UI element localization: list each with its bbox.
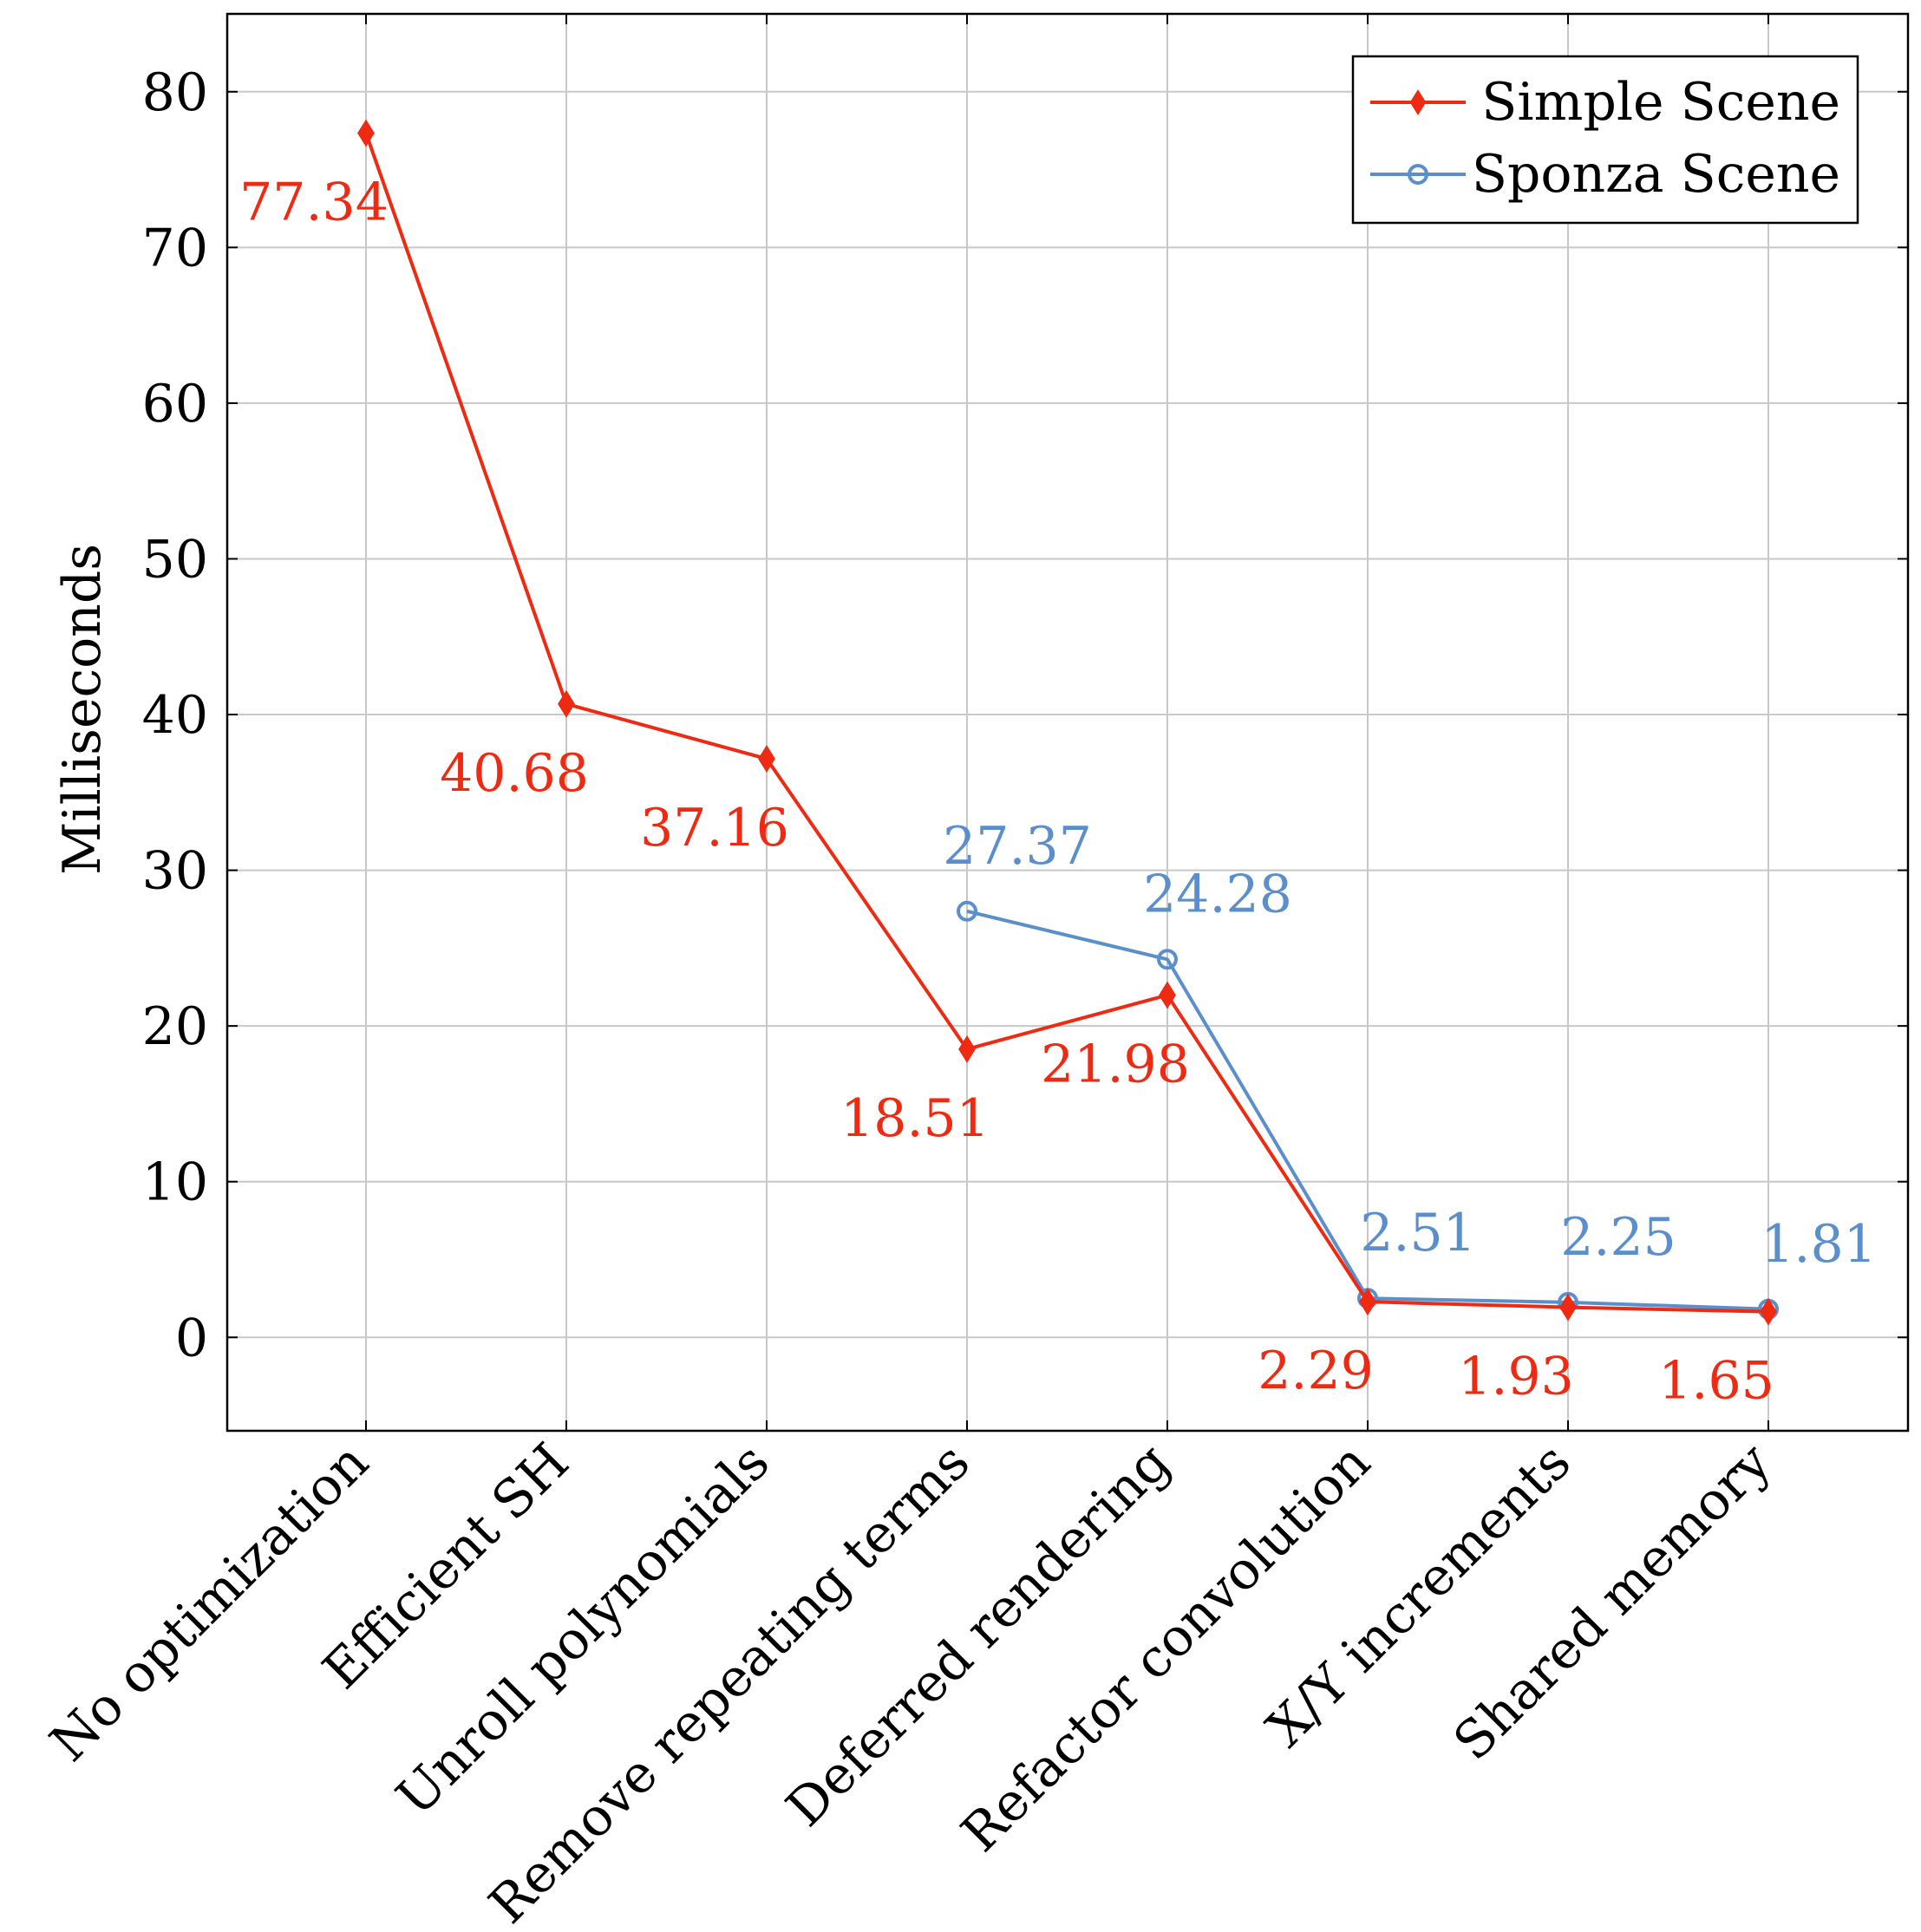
data-label-simple-scene: 2.29 bbox=[1258, 1341, 1374, 1401]
y-tick-label: 80 bbox=[142, 62, 208, 123]
data-label-sponza-scene: 27.37 bbox=[943, 816, 1092, 877]
grid bbox=[227, 14, 1908, 1431]
data-point-simple-scene bbox=[1159, 981, 1176, 1009]
data-label-sponza-scene: 1.81 bbox=[1761, 1214, 1877, 1275]
y-tick-label: 0 bbox=[175, 1308, 208, 1368]
data-point-simple-scene bbox=[1359, 1288, 1376, 1316]
x-tick-label: No optimization bbox=[39, 1432, 381, 1773]
data-label-simple-scene: 1.93 bbox=[1458, 1347, 1574, 1407]
data-label-sponza-scene: 2.51 bbox=[1360, 1203, 1476, 1263]
legend-label: Simple Scene bbox=[1481, 72, 1840, 133]
data-point-simple-scene bbox=[958, 1035, 976, 1063]
legend-marker-diamond bbox=[1409, 89, 1427, 115]
plot-frame bbox=[225, 12, 1910, 1433]
data-label-simple-scene: 40.68 bbox=[440, 743, 589, 804]
y-tick-label: 30 bbox=[142, 841, 208, 902]
legend: Simple Scene Sponza Scene bbox=[1351, 55, 1859, 225]
series-simple-scene: 77.34 40.68 37.16 18.51 21.98 2.29 1.93 1.65 bbox=[239, 119, 1777, 1412]
data-label-simple-scene: 1.65 bbox=[1658, 1351, 1774, 1412]
legend-marker-circle bbox=[1408, 164, 1428, 185]
data-point-simple-scene bbox=[558, 689, 575, 718]
y-tick-label: 60 bbox=[142, 374, 208, 434]
data-label-simple-scene: 77.34 bbox=[239, 173, 389, 233]
x-tick-label: Unroll polynomials bbox=[385, 1432, 781, 1828]
data-point-sponza-scene bbox=[1157, 949, 1178, 970]
data-label-sponza-scene: 24.28 bbox=[1143, 864, 1292, 924]
data-point-sponza-scene bbox=[957, 900, 977, 922]
x-tick-label: Deferred rendering bbox=[775, 1432, 1182, 1838]
data-label-simple-scene: 37.16 bbox=[640, 798, 789, 858]
legend-item-sponza-scene: Sponza Scene bbox=[1370, 144, 1840, 205]
data-point-simple-scene bbox=[758, 745, 775, 773]
data-point-simple-scene bbox=[357, 119, 375, 147]
series-layer: 27.37 24.28 2.51 2.25 1.81 77.34 40.68 37.16 18.… bbox=[239, 119, 1877, 1412]
y-tick-label: 70 bbox=[142, 218, 208, 278]
data-point-simple-scene bbox=[1559, 1293, 1577, 1322]
data-label-simple-scene: 18.51 bbox=[840, 1088, 990, 1149]
y-tick-label: 50 bbox=[142, 529, 208, 590]
legend-item-simple-scene: Simple Scene bbox=[1370, 72, 1840, 133]
series-line-simple-scene bbox=[364, 132, 1769, 1314]
y-tick-label: 40 bbox=[142, 685, 208, 746]
data-point-simple-scene bbox=[1760, 1297, 1777, 1326]
y-axis: 0 10 20 30 40 50 60 70 80 bbox=[142, 62, 1908, 1368]
data-label-sponza-scene: 2.25 bbox=[1560, 1207, 1676, 1268]
legend-box bbox=[1351, 55, 1859, 225]
y-axis-title: Milliseconds bbox=[52, 544, 113, 875]
y-tick-label: 20 bbox=[142, 996, 208, 1057]
y-tick-label: 10 bbox=[142, 1152, 208, 1213]
legend-label: Sponza Scene bbox=[1472, 144, 1840, 205]
x-tick-label: Refactor convolution bbox=[950, 1432, 1382, 1863]
data-label-simple-scene: 21.98 bbox=[1041, 1035, 1190, 1095]
